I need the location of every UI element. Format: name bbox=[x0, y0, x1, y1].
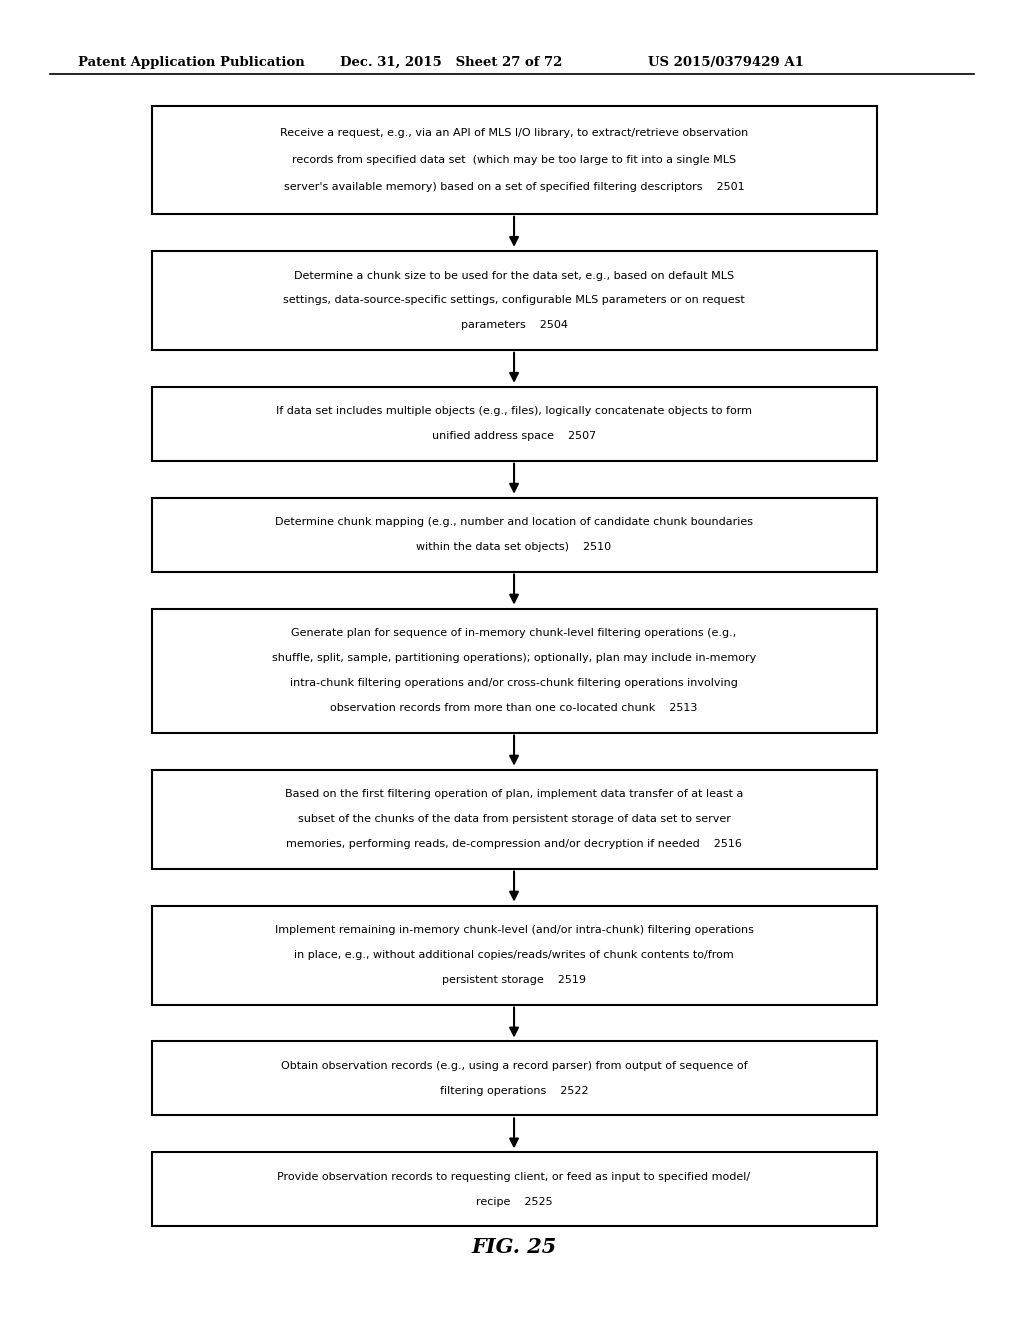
Bar bbox=[152, 1152, 877, 1226]
Text: Based on the first filtering operation of plan, implement data transfer of at le: Based on the first filtering operation o… bbox=[285, 789, 743, 800]
Text: parameters    2504: parameters 2504 bbox=[461, 319, 567, 330]
Text: FIG. 25: FIG. 25 bbox=[471, 1237, 557, 1258]
Bar bbox=[152, 609, 877, 733]
Text: shuffle, split, sample, partitioning operations); optionally, plan may include i: shuffle, split, sample, partitioning ope… bbox=[272, 653, 756, 663]
Bar bbox=[152, 251, 877, 350]
Text: Obtain observation records (e.g., using a record parser) from output of sequence: Obtain observation records (e.g., using … bbox=[281, 1061, 748, 1071]
Text: Receive a request, e.g., via an API of MLS I/O library, to extract/retrieve obse: Receive a request, e.g., via an API of M… bbox=[280, 128, 749, 137]
Text: Implement remaining in-memory chunk-level (and/or intra-chunk) filtering operati: Implement remaining in-memory chunk-leve… bbox=[274, 925, 754, 936]
Text: subset of the chunks of the data from persistent storage of data set to server: subset of the chunks of the data from pe… bbox=[298, 814, 730, 824]
Text: intra-chunk filtering operations and/or cross-chunk filtering operations involvi: intra-chunk filtering operations and/or … bbox=[290, 678, 738, 688]
Text: If data set includes multiple objects (e.g., files), logically concatenate objec: If data set includes multiple objects (e… bbox=[276, 407, 752, 416]
Text: Patent Application Publication: Patent Application Publication bbox=[78, 55, 305, 69]
Text: records from specified data set  (which may be too large to fit into a single ML: records from specified data set (which m… bbox=[292, 154, 736, 165]
Text: in place, e.g., without additional copies/reads/writes of chunk contents to/from: in place, e.g., without additional copie… bbox=[294, 950, 734, 960]
Bar bbox=[152, 906, 877, 1005]
Text: unified address space    2507: unified address space 2507 bbox=[432, 432, 596, 441]
Text: settings, data-source-specific settings, configurable MLS parameters or on reque: settings, data-source-specific settings,… bbox=[284, 296, 744, 305]
Text: Generate plan for sequence of in-memory chunk-level filtering operations (e.g.,: Generate plan for sequence of in-memory … bbox=[292, 628, 736, 639]
Bar bbox=[152, 387, 877, 461]
Text: server's available memory) based on a set of specified filtering descriptors    : server's available memory) based on a se… bbox=[284, 182, 744, 191]
Text: recipe    2525: recipe 2525 bbox=[476, 1197, 552, 1206]
Text: persistent storage    2519: persistent storage 2519 bbox=[442, 974, 586, 985]
Bar bbox=[152, 1041, 877, 1115]
Text: Dec. 31, 2015   Sheet 27 of 72: Dec. 31, 2015 Sheet 27 of 72 bbox=[340, 55, 562, 69]
Text: Provide observation records to requesting client, or feed as input to specified : Provide observation records to requestin… bbox=[278, 1172, 751, 1181]
Text: observation records from more than one co-located chunk    2513: observation records from more than one c… bbox=[331, 702, 697, 713]
Text: memories, performing reads, de-compression and/or decryption if needed    2516: memories, performing reads, de-compressi… bbox=[286, 838, 742, 849]
Text: US 2015/0379429 A1: US 2015/0379429 A1 bbox=[648, 55, 804, 69]
Text: Determine chunk mapping (e.g., number and location of candidate chunk boundaries: Determine chunk mapping (e.g., number an… bbox=[275, 517, 753, 527]
Text: within the data set objects)    2510: within the data set objects) 2510 bbox=[417, 543, 611, 552]
Bar bbox=[152, 106, 877, 214]
Bar bbox=[152, 770, 877, 869]
Text: Determine a chunk size to be used for the data set, e.g., based on default MLS: Determine a chunk size to be used for th… bbox=[294, 271, 734, 281]
Text: filtering operations    2522: filtering operations 2522 bbox=[439, 1086, 589, 1096]
Bar bbox=[152, 498, 877, 572]
